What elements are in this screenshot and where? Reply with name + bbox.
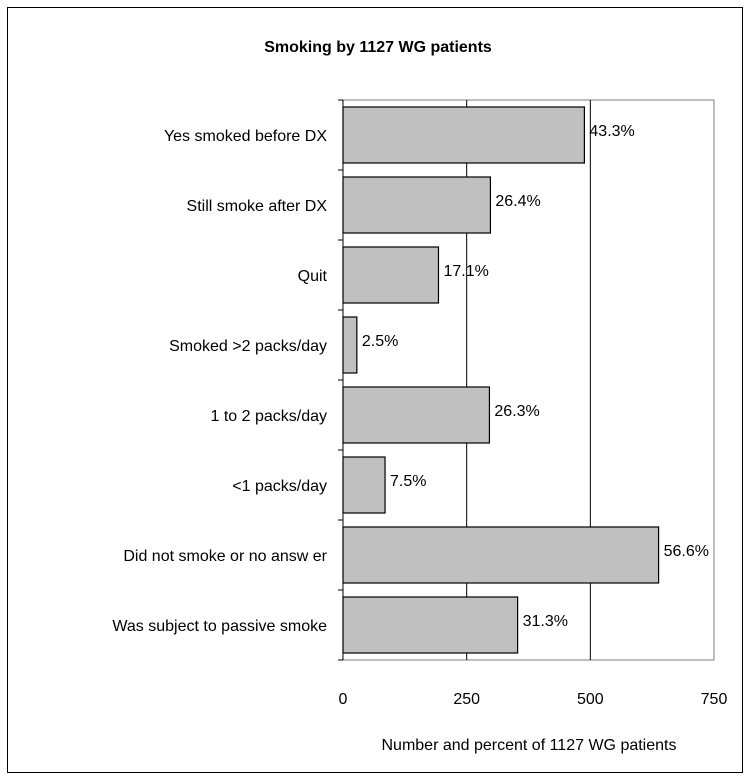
bar-8 (342, 596, 519, 654)
category-label-4: Smoked >2 packs/day (169, 338, 327, 355)
bar-2 (342, 176, 492, 234)
axes: 0 250 500 750 Yes smoked before DX Still smok… (112, 99, 728, 708)
chart-title: Smoking by 1127 WG patients (264, 39, 492, 56)
data-label-3: 17.1% (443, 263, 488, 280)
category-label-5: 1 to 2 packs/day (210, 408, 327, 425)
category-label-1: Yes smoked before DX (164, 128, 327, 145)
x-tick-label-750: 750 (701, 691, 728, 708)
bar-1 (342, 106, 585, 164)
category-label-6: <1 packs/day (232, 478, 327, 495)
category-label-2: Still smoke after DX (187, 198, 328, 215)
category-label-8: Was subject to passive smoke (112, 618, 327, 635)
x-tick-label-500: 500 (577, 691, 604, 708)
data-label-2: 26.4% (495, 193, 540, 210)
data-label-7: 56.6% (664, 543, 709, 560)
bar-5 (342, 386, 491, 444)
data-label-4: 2.5% (362, 333, 398, 350)
data-label-5: 26.3% (494, 403, 539, 420)
x-axis-label: Number and percent of 1127 WG patients (382, 737, 677, 754)
category-label-3: Quit (298, 268, 328, 285)
x-tick-label-0: 0 (339, 691, 348, 708)
data-label-6: 7.5% (390, 473, 426, 490)
data-label-1: 43.3% (589, 123, 634, 140)
bars: 43.3% 26.4% 17.1% 2.5% 26.3% 7.5% 56.6% 31.3% (342, 106, 709, 654)
bar-4 (342, 316, 358, 374)
x-tick-label-250: 250 (453, 691, 480, 708)
bar-3 (342, 246, 440, 304)
data-label-8: 31.3% (523, 613, 568, 630)
bar-7 (342, 526, 660, 584)
bar-6 (342, 456, 386, 514)
category-label-7: Did not smoke or no answ er (123, 548, 327, 565)
